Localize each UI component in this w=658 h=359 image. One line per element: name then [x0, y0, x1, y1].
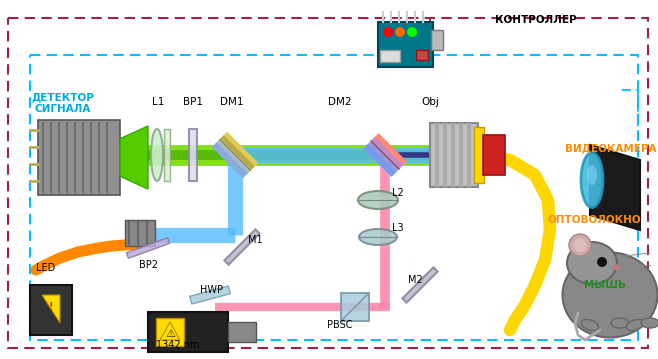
Ellipse shape	[581, 153, 603, 208]
Bar	[451, 123, 455, 187]
Ellipse shape	[151, 129, 163, 181]
Text: DM1: DM1	[220, 97, 243, 107]
Circle shape	[597, 257, 607, 267]
Ellipse shape	[563, 252, 657, 337]
Bar	[459, 123, 463, 187]
Bar	[148, 312, 228, 352]
Bar	[125, 220, 155, 246]
Bar	[467, 123, 471, 187]
Text: L1: L1	[152, 97, 164, 107]
Text: МЫШЬ: МЫШЬ	[584, 280, 626, 290]
Bar	[431, 30, 443, 50]
Bar	[416, 50, 428, 60]
Bar	[435, 123, 439, 187]
Polygon shape	[42, 295, 60, 323]
Bar	[430, 123, 478, 187]
Ellipse shape	[641, 318, 658, 328]
Text: M1: M1	[248, 235, 263, 245]
Bar	[380, 50, 400, 62]
Bar	[228, 322, 256, 342]
Text: !: !	[49, 302, 53, 312]
Text: ВИДЕОКАМЕРА: ВИДЕОКАМЕРА	[565, 143, 657, 153]
Ellipse shape	[582, 320, 599, 331]
Polygon shape	[402, 267, 438, 303]
Bar	[156, 318, 184, 346]
Ellipse shape	[358, 191, 398, 209]
Ellipse shape	[587, 165, 597, 185]
Text: HWP: HWP	[200, 285, 223, 295]
Ellipse shape	[569, 234, 591, 256]
Bar	[30, 285, 72, 335]
Ellipse shape	[573, 238, 587, 252]
Text: 1342 nm: 1342 nm	[156, 340, 200, 350]
Text: LED: LED	[36, 263, 55, 273]
Text: ДЕТЕКТОР
СИГНАЛА: ДЕТЕКТОР СИГНАЛА	[32, 92, 95, 114]
Text: L3: L3	[392, 223, 403, 233]
Text: L2: L2	[392, 188, 404, 198]
Bar	[341, 293, 369, 321]
Polygon shape	[126, 238, 170, 258]
Bar	[474, 127, 484, 183]
Text: BP2: BP2	[138, 260, 157, 270]
Bar	[38, 120, 120, 195]
Polygon shape	[190, 286, 230, 304]
Text: PBSC: PBSC	[327, 320, 353, 330]
Polygon shape	[160, 322, 180, 340]
Polygon shape	[120, 126, 148, 189]
Bar	[378, 22, 433, 67]
Bar	[189, 129, 197, 181]
Polygon shape	[590, 145, 640, 230]
Ellipse shape	[567, 242, 617, 284]
Circle shape	[383, 27, 393, 37]
Text: КОНТРОЛЛЕР: КОНТРОЛЛЕР	[495, 15, 576, 25]
Circle shape	[613, 264, 619, 270]
Ellipse shape	[611, 318, 629, 328]
Bar	[483, 135, 505, 175]
Text: M2: M2	[408, 275, 422, 285]
Polygon shape	[224, 229, 260, 265]
Bar	[164, 129, 170, 181]
Text: DM2: DM2	[328, 97, 352, 107]
Circle shape	[395, 27, 405, 37]
Ellipse shape	[359, 229, 397, 245]
Bar	[443, 123, 447, 187]
Text: ⚠: ⚠	[165, 329, 175, 339]
Text: Obj: Obj	[421, 97, 439, 107]
Circle shape	[407, 27, 417, 37]
Text: BP1: BP1	[183, 97, 203, 107]
Ellipse shape	[626, 320, 644, 331]
Text: ОПТОВОЛОКНО: ОПТОВОЛОКНО	[548, 215, 642, 225]
